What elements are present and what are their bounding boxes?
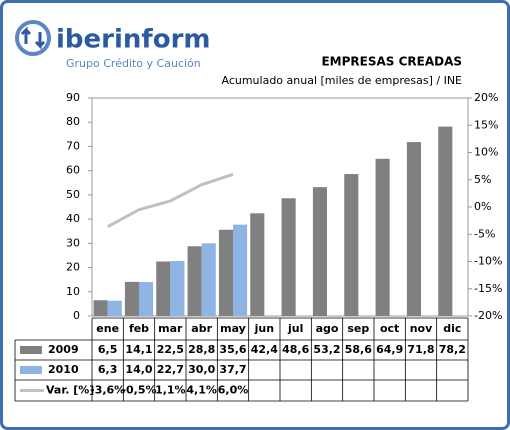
x-tick-label: jun: [254, 322, 274, 335]
table-value: 14,0: [125, 363, 152, 376]
x-tick-label: ago: [316, 322, 339, 335]
bar: [218, 229, 233, 316]
table-value: 28,8: [188, 343, 215, 356]
table-value: 22,7: [157, 363, 184, 376]
y-tick-label: 70: [66, 139, 80, 152]
y-tick-label: 90: [66, 91, 80, 104]
x-tick-label: abr: [191, 322, 212, 335]
bar: [438, 126, 453, 317]
bar: [170, 261, 185, 316]
x-tick-label: nov: [410, 322, 433, 335]
y2-tick-label: 0%: [474, 200, 491, 213]
bar: [312, 187, 327, 316]
bar: [124, 281, 139, 316]
table-value: -3,6%: [90, 384, 125, 397]
bar: [250, 213, 265, 316]
legend-label: 2009: [48, 343, 79, 356]
bar: [107, 300, 122, 316]
y-tick-label: 20: [66, 261, 80, 274]
table-value: 6,3: [98, 363, 118, 376]
legend-label: Var. [%]: [46, 384, 94, 397]
y2-tick-label: -5%: [474, 227, 495, 240]
y-tick-label: 80: [66, 115, 80, 128]
table-value: 53,2: [313, 343, 340, 356]
bar: [93, 300, 108, 316]
table-value: 30,0: [188, 363, 215, 376]
bar: [187, 246, 202, 316]
bar: [375, 158, 390, 316]
legend-label: 2010: [48, 363, 79, 376]
x-tick-label: may: [220, 322, 246, 335]
bar: [344, 174, 359, 316]
logo-name: iberinform: [56, 25, 211, 55]
table-value: 35,6: [219, 343, 246, 356]
logo-tagline: Grupo Crédito y Caución: [66, 57, 201, 70]
bar: [281, 198, 296, 316]
table-value: 4,1%: [186, 384, 217, 397]
table-value: 14,1: [125, 343, 152, 356]
y2-tick-label: 20%: [474, 91, 498, 104]
table-value: 48,6: [282, 343, 309, 356]
table-value: 64,9: [376, 343, 403, 356]
table-value: 22,5: [157, 343, 184, 356]
table-value: 37,7: [219, 363, 246, 376]
legend-key: [20, 346, 42, 354]
y-tick-label: 30: [66, 236, 80, 249]
y2-tick-label: -10%: [474, 255, 502, 268]
y2-tick-label: 10%: [474, 146, 498, 159]
x-tick-label: mar: [158, 322, 183, 335]
bar: [201, 243, 216, 316]
y-tick-label: 60: [66, 164, 80, 177]
chart-title: EMPRESAS CREADAS: [321, 55, 462, 69]
y2-tick-label: 15%: [474, 118, 498, 131]
table-value: 42,4: [251, 343, 278, 356]
line: [106, 172, 234, 228]
table-value: 71,8: [407, 343, 434, 356]
y-tick-label: 40: [66, 212, 80, 225]
table-value: 58,6: [345, 343, 372, 356]
plot-area: [91, 97, 469, 317]
bar: [406, 142, 421, 316]
x-tick-label: dic: [443, 322, 461, 335]
y2-tick-label: -15%: [474, 282, 502, 295]
bar: [139, 282, 154, 316]
x-tick-label: sep: [347, 322, 369, 335]
x-tick-label: jul: [287, 322, 303, 335]
y-tick-label: 50: [66, 188, 80, 201]
table-value: -0,5%: [121, 384, 156, 397]
x-tick-label: feb: [129, 322, 149, 335]
y-tick-label: 10: [66, 285, 80, 298]
bar: [156, 261, 171, 316]
table-value: 78,2: [439, 343, 466, 356]
logo-icon: [15, 20, 51, 56]
x-tick-label: ene: [96, 322, 119, 335]
x-tick-label: oct: [380, 322, 399, 335]
bar: [233, 224, 248, 316]
legend-key: [20, 366, 42, 374]
y2-tick-label: 5%: [474, 173, 491, 186]
table-value: 6,0%: [218, 384, 249, 397]
table-value: 6,5: [98, 343, 118, 356]
chart-subtitle: Acumulado anual [miles de empresas] / IN…: [221, 74, 462, 87]
y-tick-label: 0: [73, 309, 80, 322]
table-value: 1,1%: [155, 384, 186, 397]
y2-tick-label: -20%: [474, 309, 502, 322]
